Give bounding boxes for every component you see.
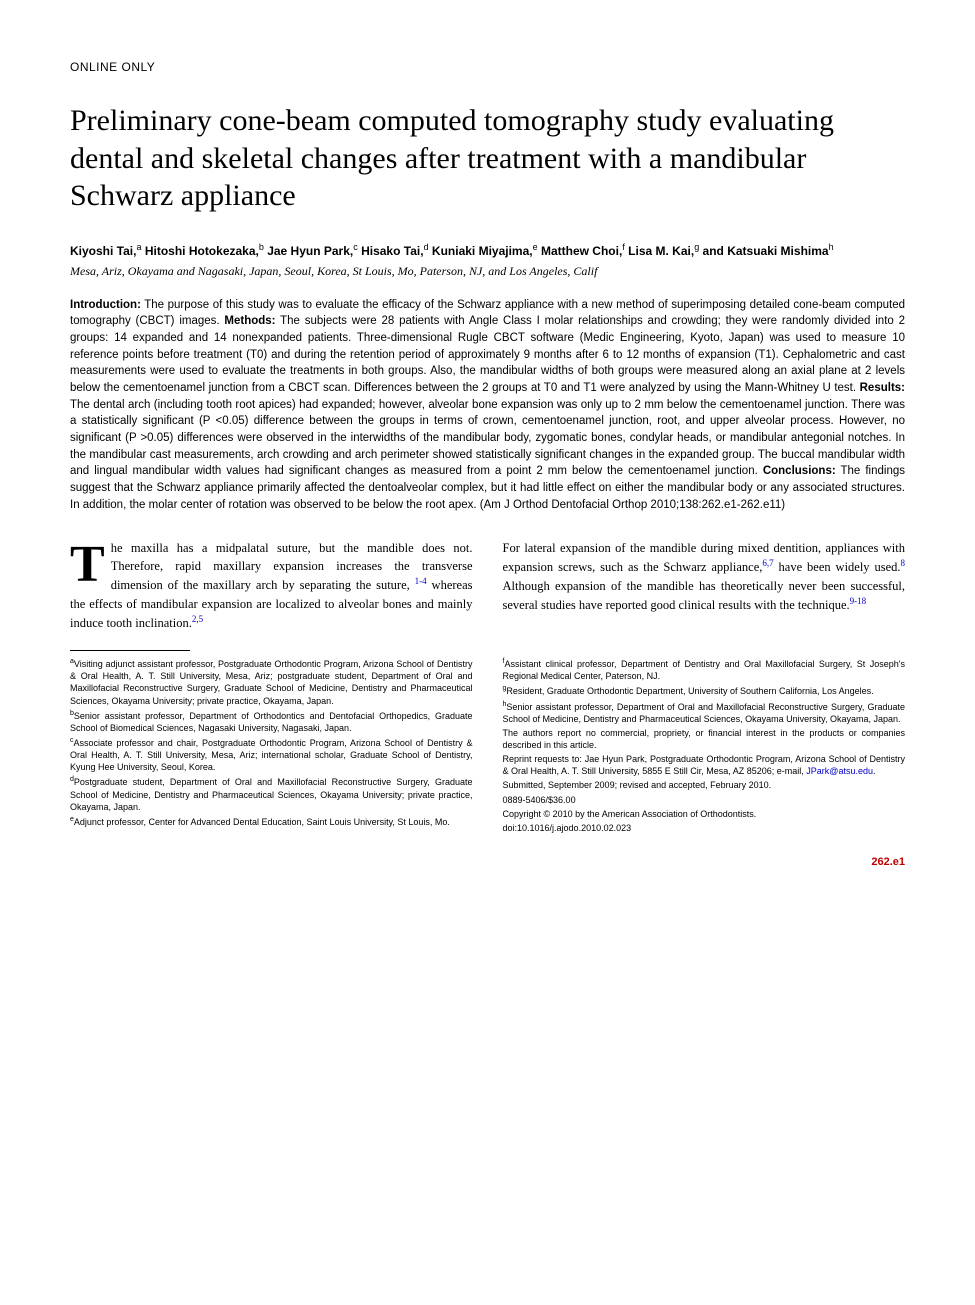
authors-list: Kiyoshi Tai,a Hitoshi Hotokezaka,b Jae H… xyxy=(70,241,905,260)
article-title: Preliminary cone-beam computed tomograph… xyxy=(70,102,905,215)
affiliations-summary: Mesa, Ariz, Okayama and Nagasaki, Japan,… xyxy=(70,264,905,279)
citation-ref[interactable]: 8 xyxy=(901,558,906,568)
abstract-results-label: Results: xyxy=(860,382,905,394)
citation-ref[interactable]: 1-4 xyxy=(415,576,427,586)
footnote-f: fAssistant clinical professor, Departmen… xyxy=(503,657,906,682)
abstract-methods-label: Methods: xyxy=(224,315,275,327)
footnote-reprint: Reprint requests to: Jae Hyun Park, Post… xyxy=(503,753,906,777)
footnote-a: aVisiting adjunct assistant professor, P… xyxy=(70,657,473,707)
abstract-conclusions-label: Conclusions: xyxy=(763,465,836,477)
dropcap: T xyxy=(70,539,111,587)
footnote-submitted: Submitted, September 2009; revised and a… xyxy=(503,779,906,791)
footnotes-left: aVisiting adjunct assistant professor, P… xyxy=(70,657,473,836)
footnotes-block: aVisiting adjunct assistant professor, P… xyxy=(70,657,905,836)
citation-ref[interactable]: 2,5 xyxy=(192,614,203,624)
body-col2-b: have been widely used. xyxy=(774,561,901,575)
footnote-b: bSenior assistant professor, Department … xyxy=(70,709,473,734)
footnote-e: eAdjunct professor, Center for Advanced … xyxy=(70,815,473,828)
footnote-g: gResident, Graduate Orthodontic Departme… xyxy=(503,684,906,697)
footnotes-right: fAssistant clinical professor, Departmen… xyxy=(503,657,906,836)
body-columns: The maxilla has a midpalatal suture, but… xyxy=(70,539,905,632)
section-label: ONLINE ONLY xyxy=(70,60,905,74)
body-column-right: For lateral expansion of the mandible du… xyxy=(503,539,906,632)
citation-ref[interactable]: 6,7 xyxy=(762,558,773,568)
page-number: 262.e1 xyxy=(70,856,905,868)
abstract-block: Introduction: The purpose of this study … xyxy=(70,297,905,514)
body-column-left: The maxilla has a midpalatal suture, but… xyxy=(70,539,473,632)
footnote-separator xyxy=(70,650,190,651)
reprint-email-link[interactable]: JPark@atsu.edu xyxy=(806,766,873,776)
footnote-h: hSenior assistant professor, Department … xyxy=(503,700,906,725)
footnote-doi: doi:10.1016/j.ajodo.2010.02.023 xyxy=(503,822,906,834)
abstract-intro-label: Introduction: xyxy=(70,299,141,311)
footnote-d: dPostgraduate student, Department of Ora… xyxy=(70,775,473,812)
footnote-copyright: Copyright © 2010 by the American Associa… xyxy=(503,808,906,820)
citation-ref[interactable]: 9-18 xyxy=(850,596,867,606)
footnote-c: cAssociate professor and chair, Postgrad… xyxy=(70,736,473,773)
footnote-disclosure: The authors report no commercial, propri… xyxy=(503,727,906,751)
footnote-issn: 0889-5406/$36.00 xyxy=(503,794,906,806)
body-col2-c: Although expansion of the mandible has t… xyxy=(503,579,906,612)
